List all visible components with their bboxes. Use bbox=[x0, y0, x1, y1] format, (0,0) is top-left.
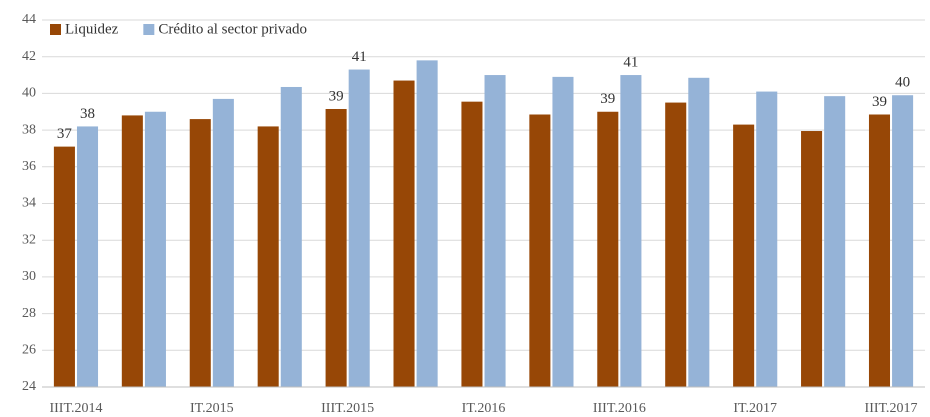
bar bbox=[461, 101, 483, 387]
x-tick-label: IIIT.2016 bbox=[593, 401, 646, 416]
bar bbox=[688, 77, 710, 388]
bar bbox=[257, 126, 279, 388]
y-tick-label: 32 bbox=[22, 232, 36, 247]
bar bbox=[280, 86, 302, 387]
bar bbox=[144, 111, 166, 387]
x-tick-label: IT.2017 bbox=[733, 401, 777, 416]
bar bbox=[121, 115, 143, 388]
bar bbox=[801, 131, 823, 387]
data-label: 37 bbox=[57, 126, 73, 142]
y-tick-label: 26 bbox=[22, 343, 36, 358]
data-label: 39 bbox=[329, 88, 344, 104]
bar bbox=[348, 69, 370, 388]
x-tick-label: IT.2016 bbox=[462, 401, 506, 416]
legend-swatch bbox=[50, 24, 61, 35]
bar bbox=[868, 114, 891, 387]
bar bbox=[756, 91, 778, 387]
x-tick-label: IIIT.2017 bbox=[865, 401, 918, 416]
y-tick-label: 40 bbox=[22, 86, 36, 101]
bar bbox=[76, 126, 99, 388]
y-tick-label: 38 bbox=[22, 122, 36, 137]
bar bbox=[189, 119, 211, 387]
y-tick-label: 44 bbox=[22, 12, 36, 27]
y-tick-label: 24 bbox=[22, 379, 36, 394]
data-label: 40 bbox=[895, 75, 910, 91]
bar bbox=[393, 80, 415, 388]
bar bbox=[484, 75, 506, 388]
bar bbox=[597, 111, 619, 387]
y-tick-label: 28 bbox=[22, 306, 36, 321]
bar bbox=[416, 60, 438, 388]
legend-swatch bbox=[143, 24, 155, 35]
x-tick-label: IIIT.2014 bbox=[49, 401, 102, 416]
x-tick-label: IIIT.2015 bbox=[321, 401, 374, 416]
data-label: 39 bbox=[872, 94, 887, 110]
y-tick-label: 36 bbox=[22, 159, 36, 174]
bar bbox=[53, 146, 75, 387]
data-label: 39 bbox=[600, 91, 615, 107]
bar bbox=[824, 96, 846, 387]
bar bbox=[665, 102, 687, 387]
y-tick-label: 34 bbox=[22, 196, 36, 211]
bar bbox=[529, 114, 551, 387]
x-tick-label: IT.2015 bbox=[190, 401, 234, 416]
bar bbox=[733, 124, 755, 387]
y-tick-label: 30 bbox=[22, 269, 36, 284]
bar bbox=[325, 108, 347, 387]
bar bbox=[212, 98, 234, 387]
bar bbox=[620, 75, 642, 388]
data-label: 41 bbox=[352, 49, 367, 65]
data-label: 41 bbox=[623, 54, 638, 70]
data-label: 38 bbox=[80, 106, 95, 122]
bar bbox=[552, 76, 574, 387]
legend-label: Crédito al sector privado bbox=[158, 21, 307, 37]
y-tick-label: 42 bbox=[22, 49, 36, 64]
legend-label: Liquidez bbox=[65, 21, 119, 37]
bar bbox=[892, 95, 914, 388]
